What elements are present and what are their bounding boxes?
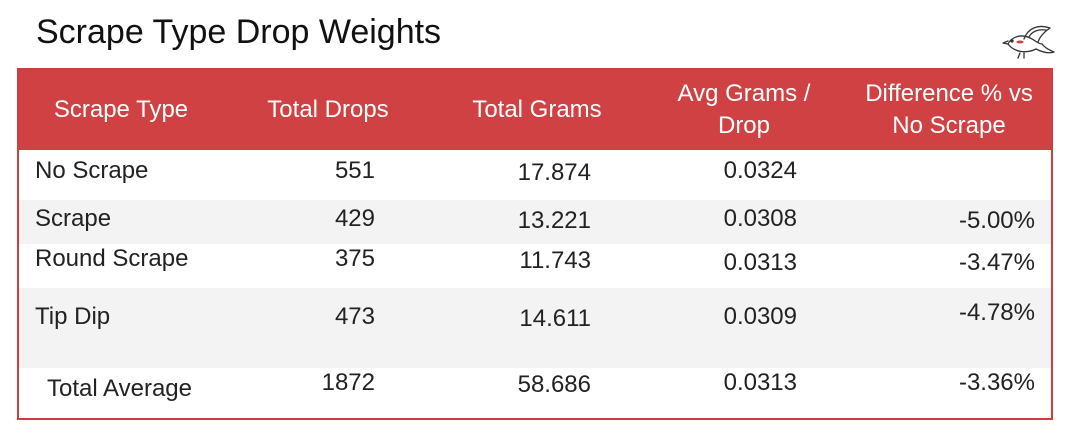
- page-title: Scrape Type Drop Weights: [36, 13, 442, 51]
- cell-total-drops: 551: [334, 157, 375, 184]
- table-row: No Scrape 551 17.874 0.0324: [19, 150, 1051, 200]
- cell-total-grams: 58.686: [517, 371, 591, 398]
- cell-total-grams: 14.611: [519, 305, 591, 332]
- header-difference-percent: Difference % vs No Scrape: [865, 80, 1033, 139]
- cell-difference: -3.36%: [958, 369, 1035, 396]
- cell-difference: -4.78%: [958, 299, 1035, 326]
- cell-scrape-type: Total Average: [47, 375, 192, 402]
- cell-scrape-type: Scrape: [35, 205, 112, 232]
- header-avg-grams-per-drop: Avg Grams / Drop: [677, 80, 811, 139]
- cell-total-drops: 375: [334, 245, 375, 272]
- cell-avg-grams: 0.0324: [723, 157, 797, 184]
- table-header-row: Scrape Type Total Drops Total Grams Avg …: [19, 70, 1051, 150]
- cell-avg-grams: 0.0308: [723, 205, 797, 232]
- cell-difference: -5.00%: [958, 207, 1035, 234]
- cell-scrape-type: Round Scrape: [35, 245, 189, 272]
- table-row: Scrape 429 13.221 0.0308 -5.00%: [19, 200, 1051, 244]
- header-total-drops: Total Drops: [267, 96, 389, 123]
- cell-avg-grams: 0.0313: [723, 369, 797, 396]
- cell-scrape-type: Tip Dip: [35, 303, 111, 330]
- cell-total-drops: 1872: [321, 369, 375, 396]
- header-total-grams: Total Grams: [472, 96, 602, 123]
- cell-total-drops: 473: [334, 303, 375, 330]
- cell-avg-grams: 0.0313: [723, 249, 797, 276]
- cell-difference: -3.47%: [958, 249, 1035, 276]
- cell-avg-grams: 0.0309: [723, 303, 797, 330]
- cell-total-grams: 17.874: [517, 159, 591, 186]
- cell-total-drops: 429: [334, 205, 375, 232]
- cell-total-grams: 11.743: [519, 247, 591, 274]
- table-row: Tip Dip 473 14.611 0.0309 -4.78%: [19, 288, 1051, 368]
- cell-scrape-type: No Scrape: [35, 157, 149, 184]
- cell-total-grams: 13.221: [517, 207, 591, 234]
- drop-weights-table-frame: Scrape Type Total Drops Total Grams Avg …: [17, 68, 1053, 420]
- table-row-total: Total Average 1872 58.686 0.0313 -3.36%: [19, 368, 1051, 418]
- cell-difference: [847, 150, 1051, 200]
- header-scrape-type: Scrape Type: [53, 96, 189, 123]
- drop-weights-table: Scrape Type Total Drops Total Grams Avg …: [19, 70, 1051, 418]
- bird-logo-icon: [1002, 25, 1055, 59]
- table-row: Round Scrape 375 11.743 0.0313 -3.47%: [19, 244, 1051, 288]
